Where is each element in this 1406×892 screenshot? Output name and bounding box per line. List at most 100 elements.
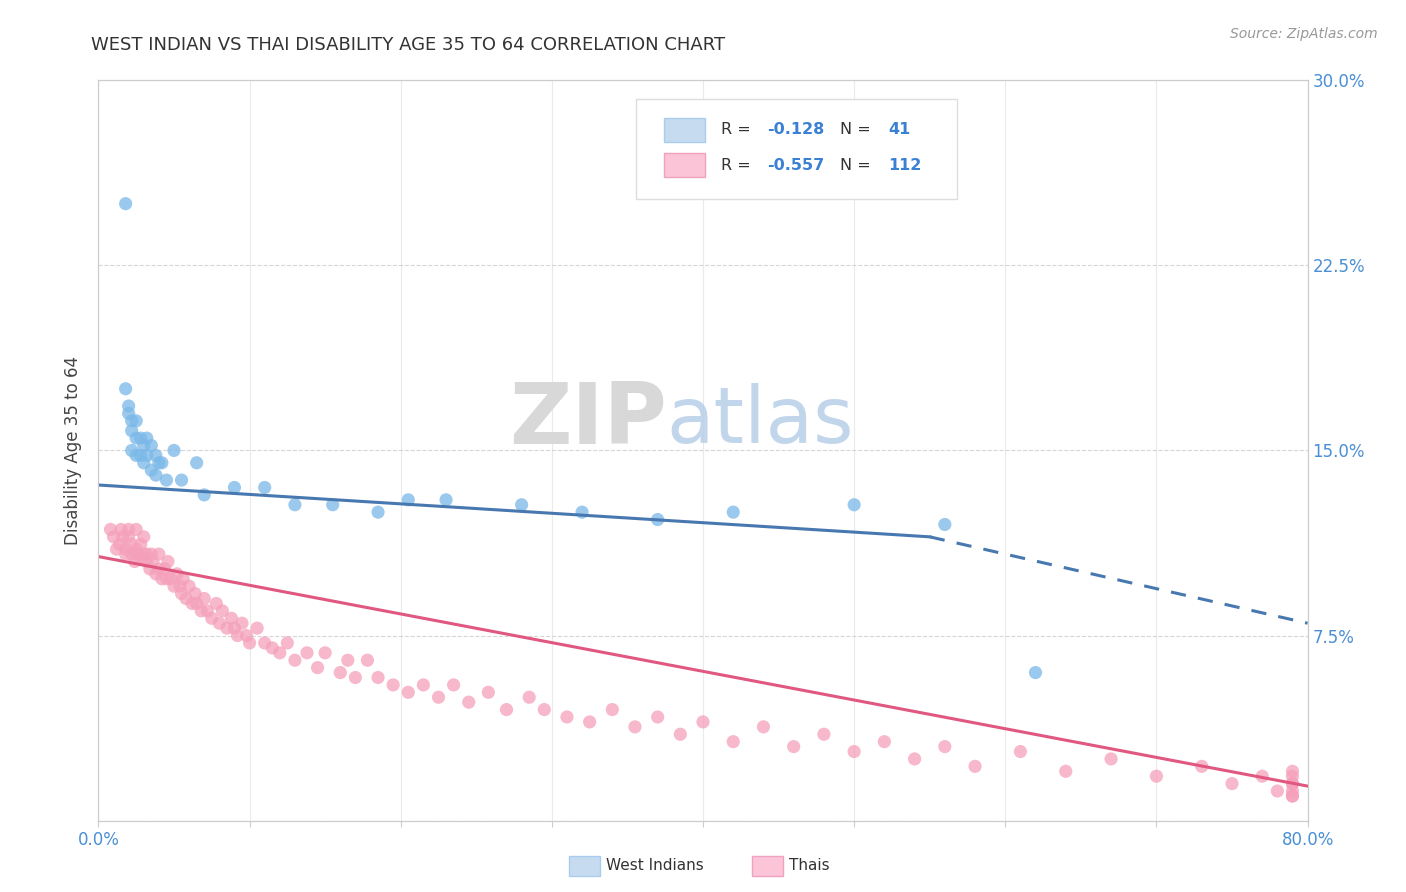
Point (571, 505, 593, 519)
Point (105, 542, 128, 557)
Point (517, 690, 540, 705)
Point (329, 665, 352, 680)
Point (145, 468, 167, 483)
Point (307, 660, 329, 674)
Point (443, 678, 465, 692)
Point (125, 523, 148, 537)
Point (284, 498, 307, 512)
Point (1281, 764, 1303, 779)
Point (181, 597, 204, 611)
Point (783, 739, 806, 754)
Text: atlas: atlas (666, 383, 855, 458)
Point (150, 572, 173, 586)
Point (396, 685, 419, 699)
Point (723, 505, 745, 519)
Text: Source: ZipAtlas.com: Source: ZipAtlas.com (1230, 27, 1378, 41)
Point (121, 443, 143, 458)
Point (934, 517, 956, 532)
Point (129, 552, 152, 566)
Point (231, 616, 253, 631)
Point (1281, 784, 1303, 798)
Point (205, 597, 228, 611)
Point (172, 572, 194, 586)
Point (148, 547, 170, 561)
Point (427, 690, 450, 705)
Point (1220, 776, 1243, 791)
Point (813, 727, 835, 741)
Point (1281, 789, 1303, 803)
Point (239, 636, 262, 650)
Point (412, 678, 434, 692)
Point (129, 431, 152, 445)
Point (190, 604, 212, 618)
Bar (664, 153, 706, 177)
Text: R =: R = (721, 122, 756, 137)
Point (221, 611, 243, 625)
Bar (664, 118, 706, 142)
Point (141, 463, 163, 477)
Point (284, 653, 307, 667)
Point (246, 621, 269, 635)
Point (155, 473, 177, 487)
Point (1024, 665, 1046, 680)
Point (336, 653, 359, 667)
Point (211, 604, 233, 618)
Point (163, 443, 186, 458)
Text: 112: 112 (889, 158, 921, 173)
Point (356, 653, 378, 667)
Point (555, 710, 578, 724)
Point (121, 424, 143, 438)
Point (118, 523, 141, 537)
Point (166, 566, 188, 581)
Point (100, 523, 122, 537)
Point (156, 555, 179, 569)
Point (193, 488, 215, 502)
Point (367, 505, 389, 519)
Point (367, 671, 389, 685)
Point (723, 734, 745, 748)
Point (396, 492, 419, 507)
Point (118, 407, 141, 421)
Point (153, 562, 176, 576)
Point (135, 547, 157, 561)
Point (184, 586, 207, 600)
Point (578, 714, 600, 729)
Point (121, 537, 143, 551)
Point (934, 739, 956, 754)
Point (135, 431, 157, 445)
Point (163, 579, 186, 593)
Point (752, 720, 775, 734)
Text: ZIP: ZIP (509, 379, 666, 462)
Point (533, 703, 555, 717)
Point (118, 399, 141, 413)
Point (114, 196, 136, 211)
Point (477, 685, 499, 699)
Point (844, 498, 866, 512)
Point (121, 547, 143, 561)
Point (224, 621, 246, 635)
Point (434, 492, 457, 507)
Point (965, 759, 987, 773)
Point (110, 523, 132, 537)
Point (382, 678, 405, 692)
Point (457, 695, 479, 709)
Point (224, 480, 246, 494)
Point (125, 431, 148, 445)
Point (132, 547, 155, 561)
Point (148, 562, 170, 576)
Point (186, 597, 208, 611)
Point (142, 555, 165, 569)
Point (201, 611, 224, 625)
Point (314, 646, 336, 660)
Point (624, 720, 647, 734)
Point (1144, 769, 1167, 783)
Point (103, 530, 125, 544)
Point (1099, 752, 1122, 766)
Text: West Indians: West Indians (606, 858, 704, 872)
Point (1191, 759, 1213, 773)
Point (145, 449, 167, 463)
Point (179, 579, 201, 593)
Point (121, 414, 143, 428)
Point (169, 579, 191, 593)
Point (276, 636, 298, 650)
